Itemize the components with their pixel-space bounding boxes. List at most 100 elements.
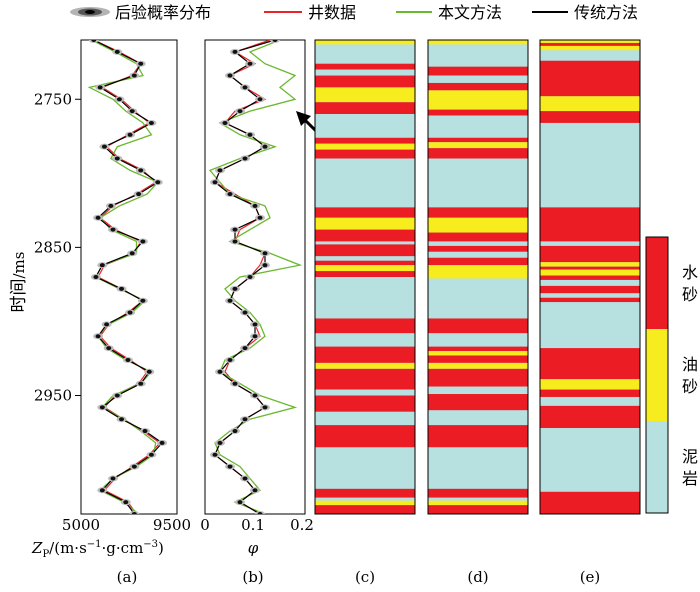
- y-tick-label-0: 2750: [34, 90, 72, 108]
- panel-b-posterior-point: [250, 487, 260, 494]
- panel-b-xtick-1: 0.1: [241, 516, 265, 534]
- panel-a-posterior-point: [125, 309, 136, 316]
- panel-b-posterior-point: [215, 167, 225, 174]
- legend: 后验概率分布 井数据 本文方法 传统方法: [70, 3, 638, 22]
- panel-b-posterior-point: [230, 48, 240, 55]
- panel-b-posterior-point: [225, 297, 235, 304]
- panel-a-posterior-point: [108, 226, 118, 233]
- panel-c-layer-28: [315, 395, 415, 412]
- panel-c-layer-11: [315, 158, 415, 208]
- y-axis-label-cn: 时间: [9, 278, 29, 312]
- panel-b-posterior-point: [260, 262, 270, 269]
- panel-d-layer-3: [428, 75, 528, 83]
- panel-d-layer-29: [428, 394, 528, 411]
- colorbar-text-water-sand-2: 砂: [682, 285, 698, 304]
- panel-d-layer-14: [428, 232, 528, 242]
- panel-a-posterior-point: [127, 108, 138, 115]
- panel-c-layer-30: [315, 425, 415, 448]
- panel-a-posterior-point: [129, 463, 140, 470]
- panel-b: 0 0.1 0.2 φ (b): [200, 39, 322, 586]
- panel-d-layer-33: [428, 488, 528, 498]
- panel-a-posterior-point: [146, 119, 157, 126]
- panel-a-xlabel-z: Z: [31, 539, 43, 557]
- panel-c-layer-22: [315, 318, 415, 334]
- panel-b-posterior-point: [240, 155, 250, 162]
- panel-a-xtick-min: 5000: [62, 516, 100, 534]
- panel-b-posterior-point: [210, 179, 220, 186]
- panel-b-posterior-point: [225, 191, 235, 198]
- colorbar-label-mudstone: 泥 岩: [682, 447, 698, 488]
- panel-e-layer-10: [540, 245, 640, 263]
- panel-b-posterior-point: [250, 202, 260, 209]
- panel-e-layer-22: [540, 389, 640, 397]
- panel-a-posterior-point: [127, 250, 138, 257]
- panel-c: [314, 39, 416, 515]
- panel-b-label: (b): [242, 568, 263, 586]
- panel-a-posterior-point: [157, 439, 168, 446]
- panel-a-posterior-point: [97, 404, 108, 411]
- panel-a-posterior-point: [88, 40, 99, 43]
- panel-c-layer-23: [315, 333, 415, 347]
- panel-b-posterior-point: [245, 131, 255, 138]
- panel-b-posterior-point: [250, 321, 260, 328]
- panel-c-layer-0: [315, 40, 415, 45]
- panel-d-layer-22: [428, 333, 528, 347]
- panel-a-posterior-point: [101, 321, 112, 328]
- panel-d-layer-36: [428, 505, 528, 514]
- panel-d-layer-25: [428, 355, 528, 363]
- panel-e-layer-26: [540, 491, 640, 514]
- panel-a-posterior-point: [112, 392, 123, 399]
- panel-c-layer-18: [315, 260, 415, 266]
- colorbar: 水 砂 油 砂 泥 岩: [645, 236, 698, 514]
- panel-c-layer-3: [315, 69, 415, 76]
- panel-e-layer-0: [540, 40, 640, 43]
- panel-a-posterior-point: [116, 285, 127, 292]
- panel-b-posterior-point: [225, 356, 235, 363]
- panel-a-posterior-point: [95, 84, 106, 91]
- panel-b-xlabel: φ: [248, 539, 259, 557]
- panel-b-posterior-point: [220, 119, 230, 126]
- colorbar-label-oil-sand: 油 砂: [682, 355, 698, 396]
- panel-a-posterior-point: [116, 416, 127, 423]
- panel-e-layer-15: [540, 279, 640, 286]
- legend-well-label: 井数据: [308, 3, 356, 22]
- panel-a-posterior-point: [135, 60, 146, 67]
- panel-e-layer-13: [540, 269, 640, 276]
- panel-b-posterior-point: [255, 511, 265, 514]
- panel-d-layer-31: [428, 425, 528, 448]
- panel-c-layer-34: [315, 497, 415, 501]
- panel-b-posterior-point: [230, 380, 240, 387]
- panel-b-posterior-point: [270, 40, 280, 43]
- panel-b-posterior-point: [250, 333, 260, 340]
- panel-b-posterior-point: [245, 274, 255, 280]
- panel-e-layer-20: [540, 348, 640, 380]
- panel-a-posterior-point: [114, 96, 125, 103]
- panel-d-layer-27: [428, 368, 528, 387]
- panel-b-posterior-point: [235, 499, 245, 506]
- panel-d-layer-16: [428, 245, 528, 252]
- panel-e: [539, 39, 641, 515]
- panel-b-posterior-point: [230, 238, 240, 245]
- panel-c-layer-16: [315, 244, 415, 257]
- panel-b-posterior-point: [230, 428, 240, 435]
- panel-e-layer-18: [540, 297, 640, 303]
- panel-a-posterior-point: [137, 238, 148, 245]
- panel-a-xtick-max: 9500: [153, 516, 191, 534]
- panel-c-layer-14: [315, 229, 415, 242]
- panel-a-xlabel-rest: /(m·s: [49, 539, 87, 557]
- panel-a-posterior-point: [140, 428, 150, 435]
- panel-a-posterior-point: [112, 48, 123, 55]
- panel-a-posterior-point: [97, 262, 108, 269]
- panel-a-xlabel-mid: ·g·cm: [102, 539, 144, 557]
- panel-e-layer-12: [540, 266, 640, 270]
- panel-b-posterior-point: [225, 463, 235, 470]
- panel-c-layer-36: [315, 505, 415, 514]
- panel-d-layer-34: [428, 497, 528, 501]
- panel-e-layer-11: [540, 262, 640, 267]
- panel-a-xlabel-end: ): [158, 539, 164, 557]
- panel-a-posterior-point: [144, 368, 155, 375]
- colorbar-text-mudstone-1: 泥: [682, 447, 698, 466]
- panel-b-posterior-point: [260, 143, 270, 150]
- panel-e-layer-4: [540, 60, 640, 97]
- panel-a-posterior-point: [135, 167, 146, 174]
